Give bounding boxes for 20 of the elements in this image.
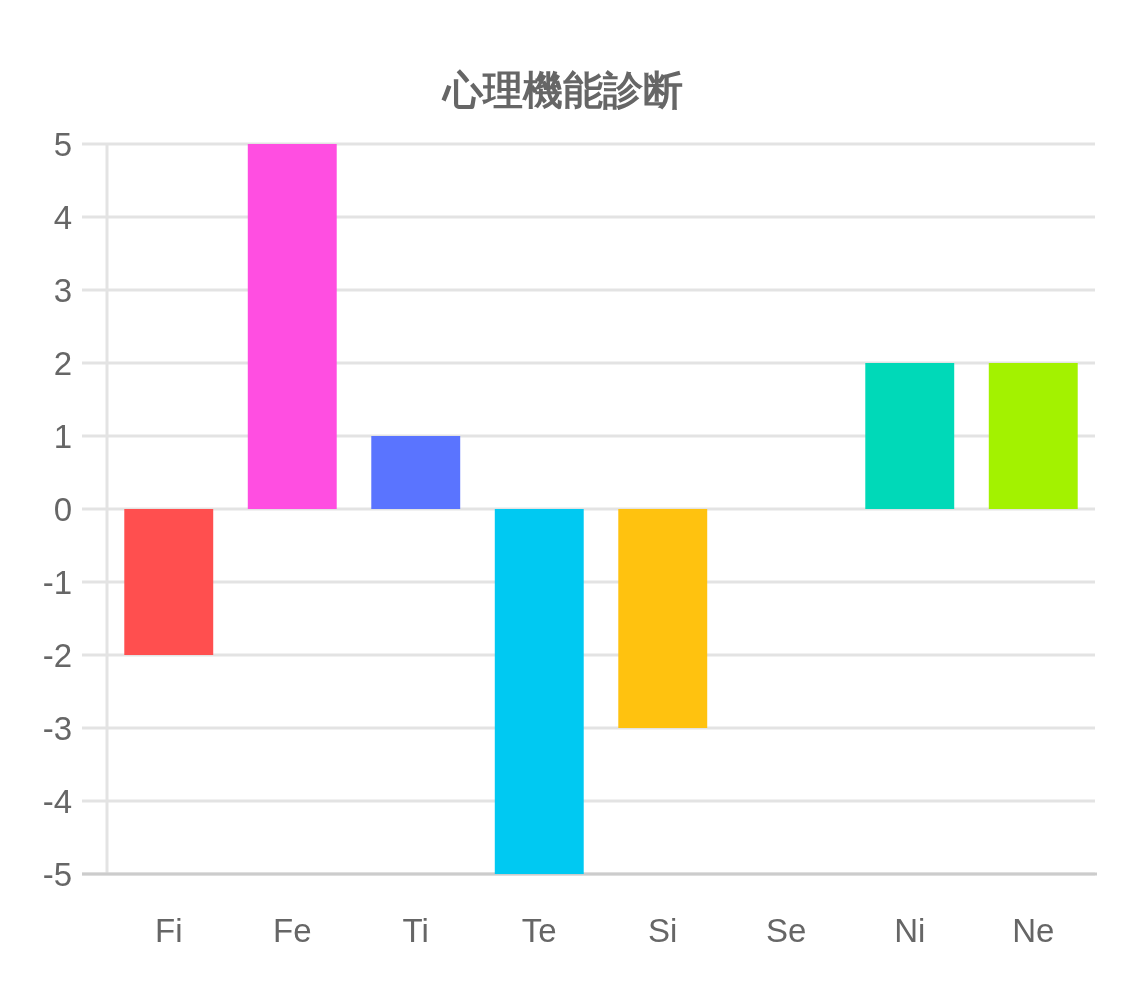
y-tick-label: 5 <box>53 126 72 163</box>
x-tick-label: Ne <box>1012 912 1055 949</box>
y-tick-label: 0 <box>53 491 72 528</box>
y-tick-label: -2 <box>42 637 72 674</box>
x-tick-label: Fe <box>272 912 312 949</box>
y-tick-label: -1 <box>42 564 72 601</box>
y-tick-label: 3 <box>53 272 72 309</box>
y-tick-label: 2 <box>53 345 72 382</box>
x-tick-label: Te <box>521 912 557 949</box>
x-tick-label: Ti <box>402 912 429 949</box>
x-tick-label: Fi <box>155 912 183 949</box>
y-tick-label: 1 <box>53 418 72 455</box>
y-tick-label: -5 <box>42 856 72 893</box>
title: 心理機能診断 <box>442 68 683 112</box>
y-tick-label: -4 <box>42 783 72 820</box>
x-tick-label: Se <box>766 912 807 949</box>
x-tick-label: Ni <box>894 912 926 949</box>
x-tick-label: Si <box>648 912 678 949</box>
y-tick-label: -3 <box>42 710 72 747</box>
y-tick-label: 4 <box>53 199 72 236</box>
